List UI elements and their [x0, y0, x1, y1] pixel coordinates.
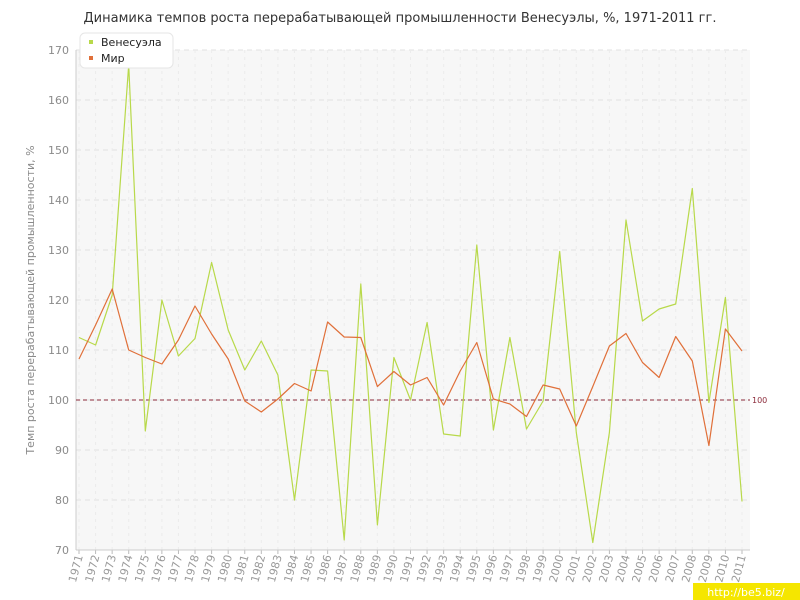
y-axis-label: Темп роста перерабатывающей промышленнос…	[24, 145, 37, 455]
y-tick-label: 70	[55, 544, 69, 557]
legend-label-venezuela: Венесуэла	[101, 36, 162, 49]
y-tick-label: 110	[48, 344, 69, 357]
reference-line-group: 100	[76, 396, 767, 405]
legend-box	[79, 32, 174, 69]
chart-title: Динамика темпов роста перерабатывающей п…	[84, 11, 717, 26]
reference-line-label: 100	[752, 396, 767, 405]
y-tick-label: 140	[48, 194, 69, 207]
y-tick-labels: 70 80 90 100 110 120 130 140 150 160 170	[48, 44, 69, 557]
y-tick-label: 100	[48, 394, 69, 407]
watermark-link[interactable]: http://be5.biz/	[707, 586, 785, 599]
watermark-background	[693, 583, 800, 600]
y-tick-label: 90	[55, 444, 69, 457]
y-tick-label: 80	[55, 494, 69, 507]
legend[interactable]: Венесуэла Мир	[79, 32, 174, 69]
series-line-venezuela[interactable]	[78, 64, 743, 544]
y-tick-label: 150	[48, 144, 69, 157]
watermark[interactable]: http://be5.biz/	[693, 583, 800, 600]
legend-marker-world	[89, 56, 93, 60]
axes	[75, 50, 750, 554]
series-lines	[78, 64, 743, 544]
legend-marker-venezuela	[89, 40, 93, 44]
series-line-world[interactable]	[78, 288, 743, 447]
legend-label-world: Мир	[101, 52, 125, 65]
y-tick-label: 170	[48, 44, 69, 57]
y-tick-label: 160	[48, 94, 69, 107]
y-tick-label: 130	[48, 244, 69, 257]
y-tick-label: 120	[48, 294, 69, 307]
